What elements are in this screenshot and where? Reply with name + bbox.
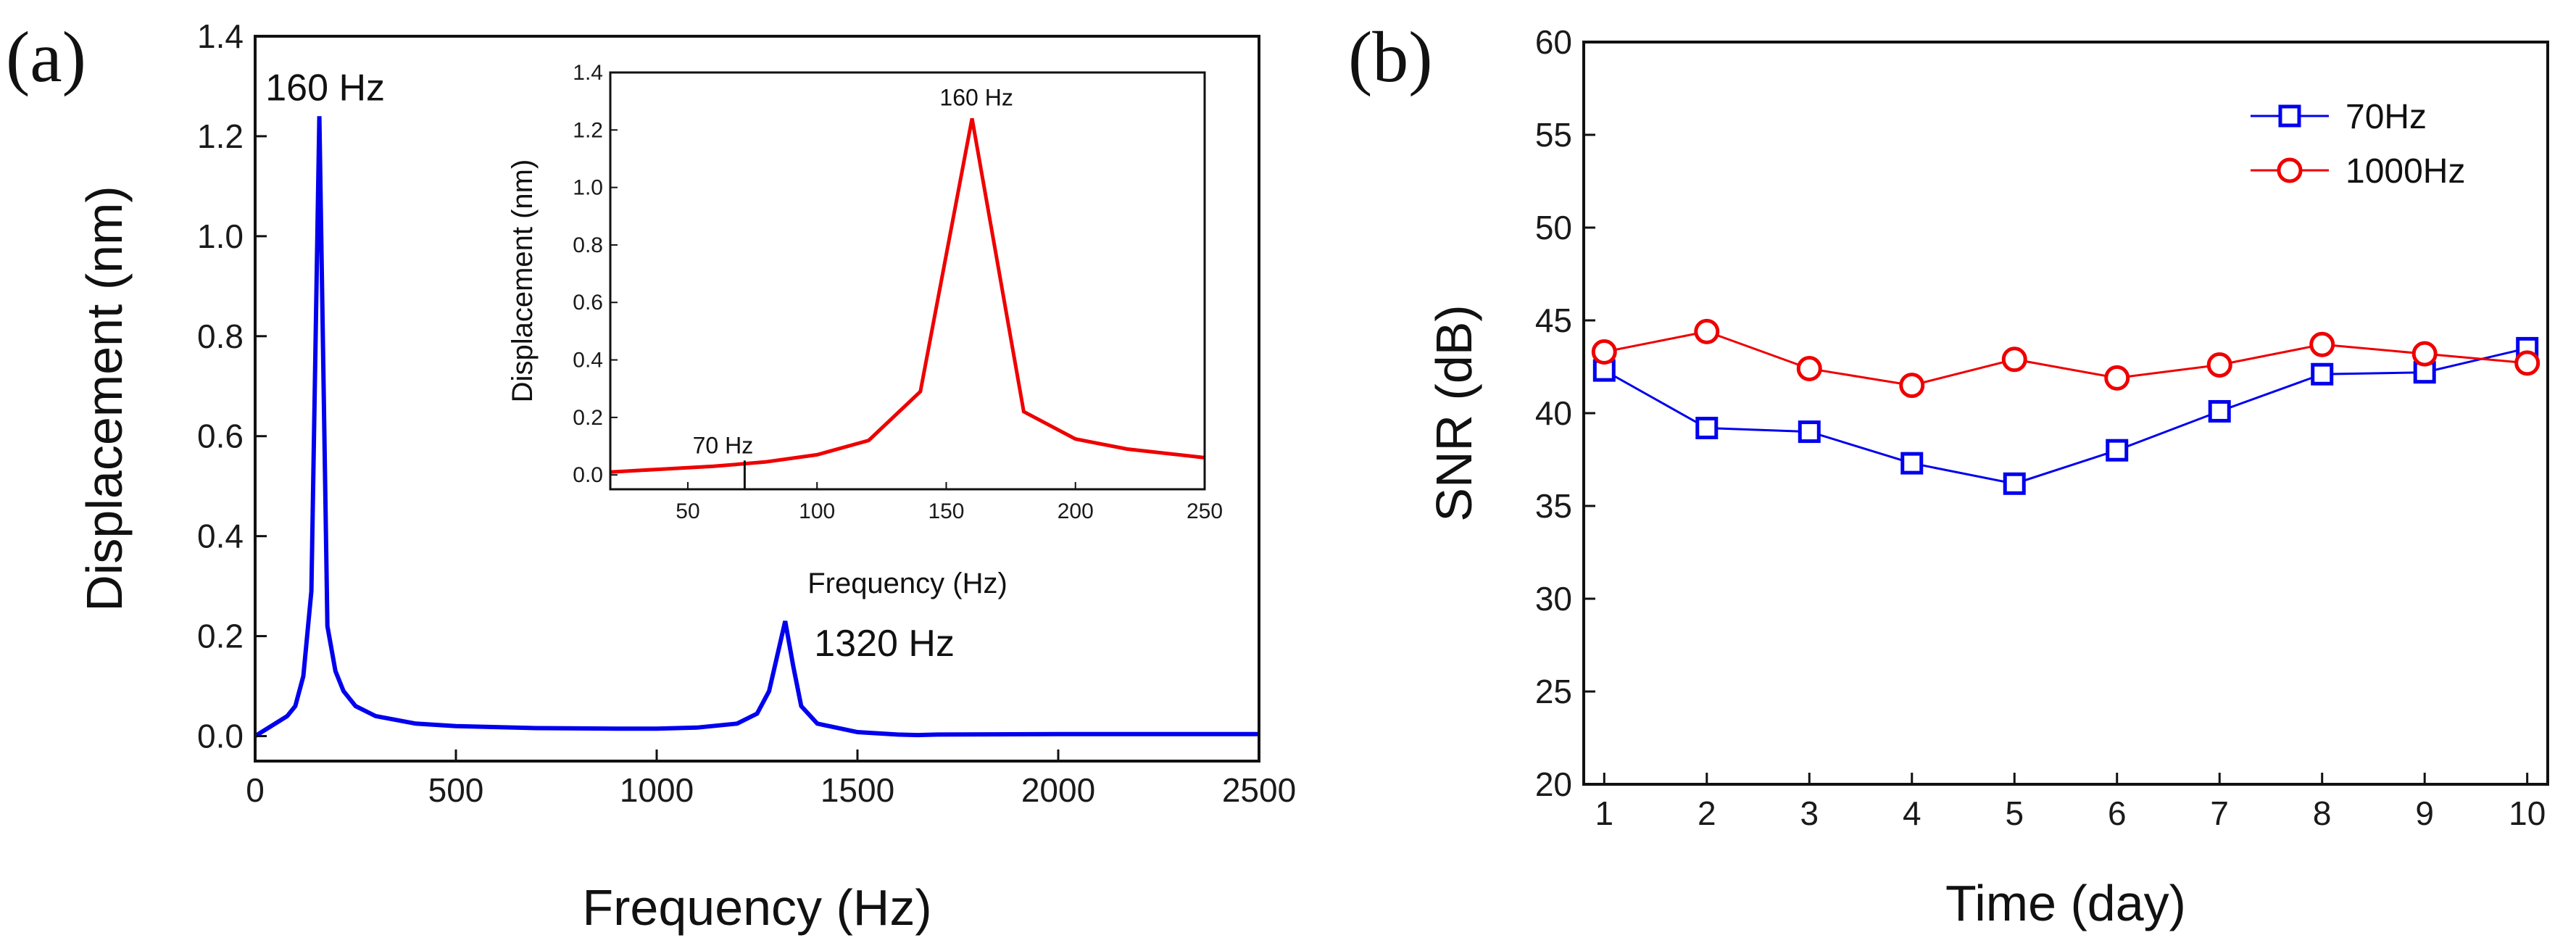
inset-chart: 50 100 150 200 250 0.0 0.2 0.4 0.6 0.8 1.0 1.2 1.4 F…	[507, 61, 1223, 599]
x-tick-label: 2500	[1222, 771, 1296, 809]
y-tick-label: 50	[1535, 209, 1572, 246]
data-point-1000Hz	[1796, 356, 1822, 382]
y-tick-label: 0.6	[573, 291, 603, 315]
plot-frame-a	[254, 35, 1260, 763]
data-point-1000Hz	[1591, 339, 1617, 365]
y-tick-label: 45	[1535, 302, 1572, 339]
y-tick-label: 1.2	[197, 117, 244, 155]
y-tick-label: 1.4	[573, 61, 603, 85]
data-point-70Hz	[2106, 439, 2129, 462]
data-point-70Hz	[1798, 420, 1821, 444]
x-tick-label: 2	[1698, 794, 1716, 832]
x-tick-label: 10	[2509, 794, 2546, 832]
data-point-70Hz	[2003, 472, 2026, 495]
inset-annotation-160hz: 160 Hz	[939, 84, 1013, 110]
data-point-1000Hz	[2411, 341, 2438, 367]
legend-label: 70Hz	[2346, 98, 2427, 136]
x-tick-label: 5	[2005, 794, 2024, 832]
legend-label: 1000Hz	[2346, 152, 2465, 191]
x-tick-label: 0	[246, 771, 265, 809]
x-tick-label: 2000	[1021, 771, 1095, 809]
y-tick-label: 55	[1535, 116, 1572, 154]
data-point-70Hz	[1695, 416, 1719, 439]
x-tick-label: 200	[1058, 499, 1094, 523]
x-axis-title-a: Frequency (Hz)	[582, 879, 931, 936]
legend-marker	[2277, 157, 2303, 183]
x-tick-label: 1	[1595, 794, 1614, 832]
inset-y-axis-title: Displacement (nm)	[507, 159, 539, 403]
x-tick-label: 150	[928, 499, 964, 523]
inset-series-line	[610, 117, 1205, 474]
legend-item-70Hz: 70Hz	[2251, 98, 2427, 136]
x-axis-title-b: Time (day)	[1945, 875, 2186, 931]
series-70Hz	[1592, 336, 2539, 495]
x-tick-label: 3	[1800, 794, 1819, 832]
y-axis-title-b: SNR (dB)	[1426, 304, 1482, 521]
y-tick-label: 1.0	[573, 176, 603, 200]
x-tick-label: 7	[2210, 794, 2229, 832]
inset-axis-ticks: 50 100 150 200 250 0.0 0.2 0.4 0.6 0.8 1.0 1.2 1.4	[573, 61, 1223, 523]
x-tick-label: 4	[1903, 794, 1921, 832]
x-tick-label: 500	[428, 771, 484, 809]
y-tick-label: 35	[1535, 487, 1572, 525]
y-tick-label: 20	[1535, 765, 1572, 803]
y-tick-label: 0.6	[197, 418, 244, 455]
annotation-1320hz: 1320 Hz	[814, 623, 955, 665]
inset-annotation-70hz: 70 Hz	[693, 432, 754, 458]
y-tick-label: 0.4	[197, 518, 244, 555]
data-point-1000Hz	[2104, 365, 2130, 391]
annotation-160hz: 160 Hz	[265, 67, 385, 109]
inset-frame	[609, 71, 1206, 491]
x-tick-label: 50	[676, 499, 699, 523]
annotations-a: 160 Hz 1320 Hz	[265, 67, 955, 665]
y-tick-label: 0.2	[197, 618, 244, 655]
data-point-70Hz	[1900, 452, 1924, 475]
panel-label-a: (a)	[6, 17, 86, 97]
series-1000Hz	[1591, 318, 2540, 399]
y-tick-label: 40	[1535, 394, 1572, 432]
legend: 70Hz 1000Hz	[2251, 98, 2465, 191]
legend-item-1000Hz: 1000Hz	[2251, 152, 2465, 191]
data-point-1000Hz	[2309, 331, 2335, 357]
y-axis-title-a: Displacement (nm)	[76, 186, 133, 611]
y-tick-label: 0.4	[573, 349, 603, 373]
data-point-70Hz	[2208, 399, 2231, 423]
y-tick-label: 1.0	[197, 217, 244, 255]
y-tick-label: 0.8	[197, 317, 244, 355]
data-point-1000Hz	[2206, 352, 2232, 378]
x-tick-label: 9	[2415, 794, 2434, 832]
y-tick-label: 0.8	[573, 233, 603, 257]
y-tick-label: 0.0	[197, 718, 244, 755]
y-tick-label: 60	[1535, 23, 1572, 61]
series-line-70Hz	[1603, 346, 2528, 485]
data-point-1000Hz	[2514, 350, 2540, 376]
x-tick-label: 1000	[620, 771, 694, 809]
data-point-1000Hz	[2001, 346, 2027, 373]
y-tick-label: 30	[1535, 580, 1572, 618]
x-tick-label: 8	[2313, 794, 2332, 832]
y-tick-label: 1.2	[573, 118, 603, 142]
legend-marker	[2278, 104, 2301, 128]
series-line-1000Hz	[1604, 330, 2527, 387]
x-tick-label: 6	[2108, 794, 2127, 832]
chart-panel-a: (a) 0 500 1000 1500 2000 25000.00.20.40.60.81…	[6, 17, 1296, 936]
series-line-displacement	[254, 116, 1259, 739]
data-point-1000Hz	[1899, 373, 1925, 399]
data-point-70Hz	[2311, 362, 2334, 386]
axis-ticks-a: 0 500 1000 1500 2000 2500 0.0 0.2 0.4 0.6 0.8 1.0 1.…	[197, 17, 1296, 809]
y-tick-label: 1.4	[197, 17, 244, 55]
y-tick-label: 0.2	[573, 406, 603, 430]
y-tick-label: 0.0	[573, 463, 603, 487]
panel-label-b: (b)	[1348, 17, 1433, 97]
data-point-1000Hz	[1694, 318, 1720, 344]
y-tick-label: 25	[1535, 673, 1572, 710]
x-tick-label: 100	[799, 499, 835, 523]
x-tick-label: 250	[1187, 499, 1223, 523]
inset-annotations: 160 Hz 70 Hz	[693, 84, 1013, 458]
x-tick-label: 1500	[820, 771, 894, 809]
inset-x-axis-title: Frequency (Hz)	[807, 568, 1007, 599]
